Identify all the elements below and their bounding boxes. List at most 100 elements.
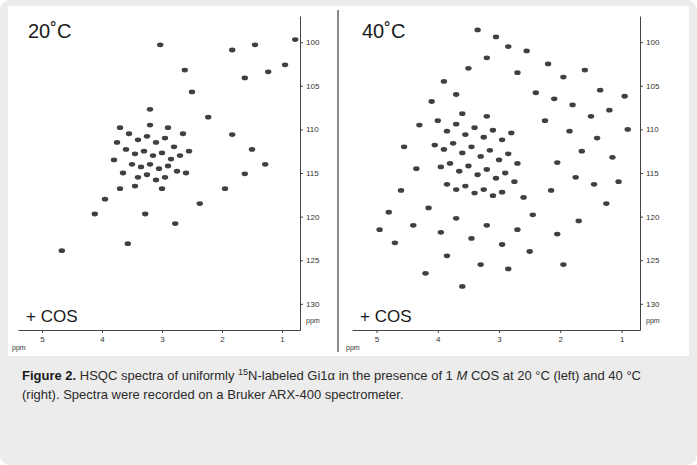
peak bbox=[432, 143, 438, 148]
caption-label: Figure 2. bbox=[22, 368, 76, 383]
peak bbox=[453, 92, 459, 97]
caption-text: M bbox=[456, 368, 467, 383]
peak bbox=[505, 151, 511, 156]
peak bbox=[551, 96, 557, 101]
peak bbox=[484, 167, 490, 172]
x-tick-label: 4 bbox=[100, 335, 105, 344]
x-tick-mark bbox=[622, 330, 623, 333]
peak bbox=[162, 136, 168, 141]
peak bbox=[459, 284, 465, 289]
peak bbox=[205, 115, 211, 120]
y-tick-label: 105 bbox=[646, 82, 660, 91]
x-tick-mark bbox=[282, 330, 283, 333]
peak bbox=[554, 232, 560, 237]
panel-divider bbox=[337, 10, 339, 352]
peak bbox=[229, 48, 235, 53]
panel-title: 40˚C bbox=[362, 20, 405, 42]
peak bbox=[560, 262, 566, 267]
peak bbox=[441, 147, 447, 152]
x-tick-label: 3 bbox=[160, 335, 165, 344]
x-axis-line bbox=[19, 330, 301, 331]
peak bbox=[450, 141, 456, 146]
x-tick-mark bbox=[102, 330, 103, 333]
peak bbox=[499, 190, 505, 195]
peak bbox=[609, 155, 615, 160]
peak bbox=[588, 114, 594, 119]
peak bbox=[615, 179, 621, 184]
peak bbox=[135, 137, 141, 142]
x-axis-title: ppm bbox=[346, 344, 360, 352]
peak bbox=[606, 108, 612, 113]
peaks bbox=[59, 37, 299, 253]
y-tick-label: 110 bbox=[646, 125, 659, 134]
y-tick: 110 bbox=[300, 125, 319, 134]
x-tick-mark bbox=[42, 330, 43, 333]
y-tick-mark bbox=[640, 42, 643, 43]
peak bbox=[376, 227, 382, 232]
peaks bbox=[376, 28, 631, 289]
peak bbox=[554, 160, 560, 165]
peak bbox=[168, 157, 174, 162]
peak bbox=[490, 128, 496, 133]
peak bbox=[566, 129, 572, 134]
y-tick: 100 bbox=[640, 38, 660, 47]
peak bbox=[499, 137, 505, 142]
x-tick-mark bbox=[499, 330, 500, 333]
figure-panel-area bbox=[8, 6, 689, 356]
peak bbox=[222, 186, 228, 191]
peak bbox=[471, 191, 477, 196]
peak bbox=[401, 144, 407, 149]
peak bbox=[410, 223, 416, 228]
y-tick-label: 115 bbox=[306, 169, 319, 178]
peak bbox=[117, 186, 123, 191]
peak bbox=[597, 88, 603, 93]
x-tick: 2 bbox=[220, 330, 225, 344]
peak bbox=[447, 161, 453, 166]
peak bbox=[141, 149, 147, 154]
peak bbox=[481, 187, 487, 192]
caption-text: 15 bbox=[238, 367, 248, 377]
y-tick: 120 bbox=[300, 213, 320, 222]
peak bbox=[138, 164, 144, 169]
peak bbox=[292, 37, 298, 42]
peak bbox=[487, 148, 493, 153]
x-axis-line bbox=[353, 330, 641, 331]
peak bbox=[444, 253, 450, 258]
peak bbox=[172, 221, 178, 226]
x-tick-label: 3 bbox=[497, 335, 502, 344]
x-axis-title: ppm bbox=[12, 344, 26, 352]
x-axis: 5 4 3 2 1 bbox=[19, 330, 301, 344]
peak bbox=[398, 188, 404, 193]
peak bbox=[621, 94, 627, 99]
peak bbox=[474, 28, 480, 33]
peak bbox=[493, 176, 499, 181]
y-tick-mark bbox=[300, 42, 303, 43]
y-tick-mark bbox=[300, 173, 303, 174]
y-tick-label: 105 bbox=[306, 82, 320, 91]
y-tick-label: 100 bbox=[306, 38, 320, 47]
peak bbox=[252, 42, 258, 47]
y-tick-mark bbox=[640, 304, 643, 305]
peak bbox=[477, 262, 483, 267]
peak bbox=[132, 184, 138, 189]
x-tick-label: 1 bbox=[280, 335, 285, 344]
peak bbox=[182, 68, 188, 73]
y-axis: 100105110115120125130 bbox=[640, 17, 660, 331]
peak bbox=[591, 182, 597, 187]
peak bbox=[125, 241, 131, 246]
peak bbox=[147, 107, 153, 112]
peak bbox=[438, 230, 444, 235]
peak bbox=[520, 195, 526, 200]
y-tick-label: 130 bbox=[306, 300, 320, 309]
peak bbox=[150, 153, 156, 158]
peak bbox=[459, 151, 465, 156]
y-axis: 100105110115120125130 bbox=[300, 17, 320, 331]
peak bbox=[147, 123, 153, 128]
x-tick: 5 bbox=[40, 330, 45, 344]
peak bbox=[171, 144, 177, 149]
peak bbox=[481, 135, 487, 140]
x-tick-mark bbox=[162, 330, 163, 333]
y-tick: 110 bbox=[640, 125, 659, 134]
peak bbox=[156, 166, 162, 171]
annotation: + COS bbox=[360, 307, 412, 326]
